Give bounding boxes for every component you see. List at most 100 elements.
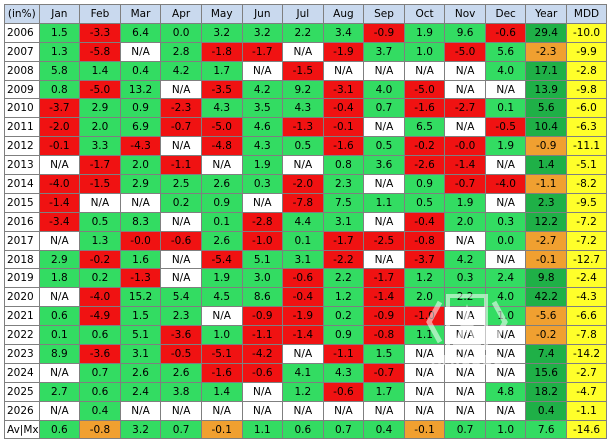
row-label: 2012: [4, 136, 40, 157]
table-cell: N/A: [322, 400, 365, 421]
table-cell: 0.3: [484, 211, 527, 232]
table-cell: 15.2: [119, 287, 162, 308]
row-label: 2024: [4, 362, 40, 383]
table-cell: N/A: [38, 230, 81, 251]
table-cell: -2.7: [525, 230, 568, 251]
table-cell: N/A: [403, 381, 446, 402]
table-cell: 1.5: [38, 22, 81, 43]
table-cell: -1.9: [322, 41, 365, 62]
table-cell: -1.7: [322, 230, 365, 251]
table-cell: -1.1: [241, 325, 284, 346]
table-cell: -9.9: [566, 41, 607, 62]
row-label: 2017: [4, 230, 40, 251]
table-cell: -2.7: [444, 98, 486, 119]
table-cell: -0.6: [484, 22, 527, 43]
table-cell: 0.0: [484, 230, 527, 251]
table-cell: N/A: [444, 381, 486, 402]
table-cell: 2.2: [444, 287, 486, 308]
table-cell: -0.9: [363, 306, 405, 327]
table-cell: N/A: [484, 155, 527, 176]
table-cell: -4.0: [79, 287, 121, 308]
table-cell: -4.8: [200, 136, 243, 157]
table-cell: 6.9: [119, 117, 162, 138]
table-cell: N/A: [444, 230, 486, 251]
table-cell: -9.5: [566, 192, 607, 213]
table-cell: -5.4: [200, 249, 243, 270]
table-row: 2008 5.8 1.4 0.4 4.2 1.7 N/A -1.5 N/A N/A N/A N/A 4.…: [4, 60, 607, 81]
table-row: 2022 0.1 0.6 5.1 -3.6 1.0 -1.1 -1.4 0.9 -0.8 1.1 N/…: [4, 325, 607, 346]
table-cell: 9.8: [525, 268, 568, 289]
table-cell: N/A: [484, 192, 527, 213]
table-cell: N/A: [484, 79, 527, 100]
table-cell: 1.4: [79, 60, 121, 81]
table-row: 2010 -3.7 2.9 0.9 -2.3 4.3 3.5 4.3 -0.4 0.7 -1.6 -2…: [4, 98, 607, 119]
table-cell: -7.2: [566, 230, 607, 251]
column-header-mar: Mar: [119, 4, 162, 24]
table-cell: N/A: [119, 400, 162, 421]
table-cell: 0.9: [322, 325, 365, 346]
table-cell: 1.7: [200, 60, 243, 81]
table-cell: N/A: [200, 155, 243, 176]
table-cell: -3.6: [160, 325, 202, 346]
table-cell: N/A: [282, 41, 324, 62]
table-cell: 0.6: [282, 419, 324, 439]
table-row: 2016 -3.4 0.5 8.3 N/A 0.1 -2.8 4.4 3.1 N/A -0.4 2.0…: [4, 211, 607, 232]
table-cell: -0.4: [403, 211, 446, 232]
table-cell: 3.6: [363, 155, 405, 176]
table-cell: -7.2: [566, 211, 607, 232]
table-cell: 0.3: [241, 174, 284, 194]
table-row: 2014 -4.0 -1.5 2.9 2.5 2.6 0.3 -2.0 2.3 N/A 0.9 -0.…: [4, 174, 607, 194]
table-cell: -6.3: [566, 117, 607, 138]
table-cell: 2.7: [38, 381, 81, 402]
column-header-mdd: MDD: [566, 4, 607, 24]
table-cell: 2.2: [282, 22, 324, 43]
table-cell: 4.0: [363, 79, 405, 100]
table-cell: 0.1: [484, 98, 527, 119]
table-cell: -4.0: [484, 174, 527, 194]
table-cell: N/A: [282, 155, 324, 176]
row-label: 2009: [4, 79, 40, 100]
table-cell: 4.3: [282, 98, 324, 119]
table-cell: 5.8: [38, 60, 81, 81]
table-cell: N/A: [38, 155, 81, 176]
row-label: 2014: [4, 174, 40, 194]
table-cell: -0.9: [525, 136, 568, 157]
table-cell: 8.3: [119, 211, 162, 232]
table-cell: -5.0: [444, 41, 486, 62]
table-cell: 4.0: [484, 287, 527, 308]
table-cell: 0.6: [79, 325, 121, 346]
corner-label: (in%): [4, 4, 40, 24]
table-row: 2025 2.7 0.6 2.4 3.8 1.4 N/A 1.2 -0.6 1.7 N/A N/A 4.…: [4, 381, 607, 402]
table-cell: 2.4: [484, 268, 527, 289]
table-cell: N/A: [444, 344, 486, 364]
table-cell: -6.6: [566, 306, 607, 327]
table-cell: 1.1: [403, 325, 446, 346]
table-cell: -12.7: [566, 249, 607, 270]
table-row: Av|Mx 0.6 -0.8 3.2 0.7 -0.1 1.1 0.6 0.7 0.4 -0.1 0.…: [4, 419, 607, 439]
table-cell: 12.2: [525, 211, 568, 232]
table-cell: 8.9: [38, 344, 81, 364]
row-label: 2025: [4, 381, 40, 402]
table-cell: 29.4: [525, 22, 568, 43]
table-cell: -4.3: [566, 287, 607, 308]
table-cell: N/A: [282, 344, 324, 364]
table-cell: 3.1: [282, 249, 324, 270]
table-cell: -1.4: [38, 192, 81, 213]
table-cell: 0.2: [322, 306, 365, 327]
table-cell: N/A: [282, 400, 324, 421]
table-cell: -5.8: [79, 41, 121, 62]
table-cell: 1.4: [200, 381, 243, 402]
table-cell: 3.7: [363, 41, 405, 62]
table-cell: 17.1: [525, 60, 568, 81]
table-cell: 2.8: [160, 41, 202, 62]
table-cell: 5.4: [160, 287, 202, 308]
table-cell: -2.5: [363, 230, 405, 251]
row-label: 2023: [4, 344, 40, 364]
row-label: 2016: [4, 211, 40, 232]
table-cell: 1.9: [403, 22, 446, 43]
table-cell: 2.6: [200, 230, 243, 251]
table-cell: -4.7: [566, 381, 607, 402]
row-label: 2006: [4, 22, 40, 43]
table-cell: 2.9: [119, 174, 162, 194]
table-cell: 2.3: [525, 192, 568, 213]
